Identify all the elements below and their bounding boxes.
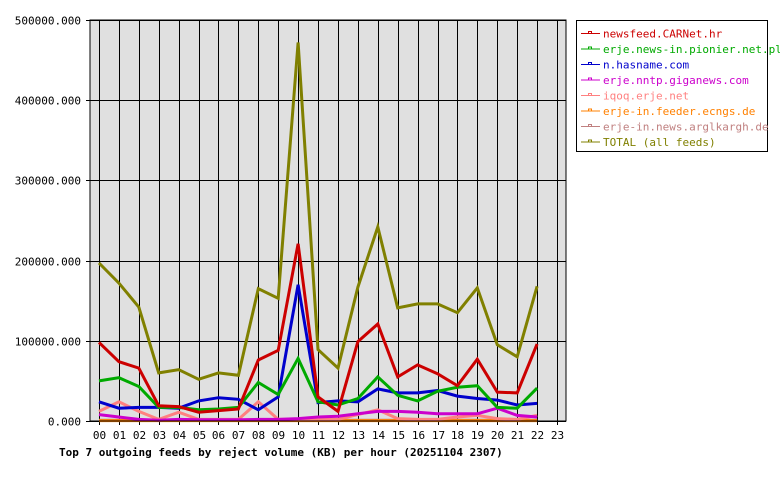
legend-label: iqoq.erje.net (603, 90, 689, 103)
legend-label: erje.nntp.giganews.com (603, 74, 749, 87)
legend-item: newsfeed.CARNet.hr (581, 28, 723, 41)
x-axis: 00 01 02 03 04 05 06 07 08 09 10 11 12 13 14 15 16 17 18 19… (93, 421, 564, 442)
y-axis: 0.000 100000.000 200000.000 300000.000 40000… (15, 15, 90, 429)
chart-title: Top 7 outgoing feeds by reject volume (K… (59, 446, 503, 459)
x-tick-label: 10 (292, 429, 305, 442)
legend-marker-icon (588, 139, 592, 143)
legend: newsfeed.CARNet.hr erje.news-in.pionier.n… (576, 20, 780, 152)
x-tick-label: 09 (272, 429, 285, 442)
gridlines (90, 20, 566, 422)
legend-marker-icon (588, 31, 592, 34)
y-tick-label: 500000.000 (15, 15, 81, 28)
x-tick-label: 07 (232, 429, 245, 442)
plot-area (90, 20, 566, 421)
legend-label: erje-in.news.arglkargh.de (603, 121, 769, 134)
x-tick-label: 01 (113, 429, 126, 442)
x-tick-label: 19 (471, 429, 484, 442)
legend-marker-icon (588, 93, 592, 96)
legend-marker-icon (588, 108, 592, 112)
x-tick-label: 02 (133, 429, 146, 442)
y-tick-label: 200000.000 (15, 256, 81, 269)
legend-box (576, 20, 768, 152)
legend-label: n.hasname.com (603, 59, 689, 72)
plot-frame (89, 19, 567, 422)
x-tick-label: 16 (412, 429, 425, 442)
series-line (97, 42, 539, 381)
x-tick-label: 22 (531, 429, 544, 442)
x-tick-label: 14 (372, 429, 386, 442)
x-tick-label: 08 (252, 429, 265, 442)
y-tick-label: 0.000 (48, 416, 81, 429)
x-tick-label: 13 (352, 429, 365, 442)
legend-item: iqoq.erje.net (581, 90, 689, 103)
x-tick-label: 18 (451, 429, 464, 442)
x-tick-label: 15 (392, 429, 405, 442)
x-tick-label: 23 (551, 429, 564, 442)
legend-item: erje-in.news.arglkargh.de (581, 121, 769, 134)
legend-item: erje.news-in.pionier.net.pl (581, 43, 780, 56)
x-tick-label: 11 (312, 429, 325, 442)
legend-item: TOTAL (all feeds) (581, 136, 716, 149)
x-tick-label: 06 (212, 429, 225, 442)
legend-marker-icon (588, 124, 592, 127)
x-tick-label: 00 (93, 429, 106, 442)
legend-item: erje-in.feeder.ecngs.de (581, 105, 755, 118)
x-tick-label: 05 (193, 429, 206, 442)
y-tick-label: 300000.000 (15, 175, 81, 188)
legend-label: newsfeed.CARNet.hr (603, 28, 723, 41)
x-tick-label: 03 (153, 429, 166, 442)
legend-label: erje.news-in.pionier.net.pl (603, 43, 780, 56)
series-line (97, 243, 539, 414)
y-tick-label: 100000.000 (15, 336, 81, 349)
legend-marker-icon (588, 77, 592, 81)
legend-marker-icon (588, 62, 592, 65)
legend-item: n.hasname.com (581, 59, 689, 72)
legend-item: erje.nntp.giganews.com (581, 74, 749, 87)
y-tick-label: 400000.000 (15, 95, 81, 108)
x-tick-label: 21 (511, 429, 524, 442)
series-line (98, 399, 538, 422)
legend-label: erje-in.feeder.ecngs.de (603, 105, 755, 118)
x-tick-label: 20 (491, 429, 504, 442)
legend-label: TOTAL (all feeds) (603, 136, 716, 149)
series-line (98, 406, 538, 422)
x-tick-label: 04 (173, 429, 187, 442)
x-tick-label: 12 (332, 429, 345, 442)
x-tick-label: 17 (432, 429, 445, 442)
legend-marker-icon (588, 46, 592, 50)
